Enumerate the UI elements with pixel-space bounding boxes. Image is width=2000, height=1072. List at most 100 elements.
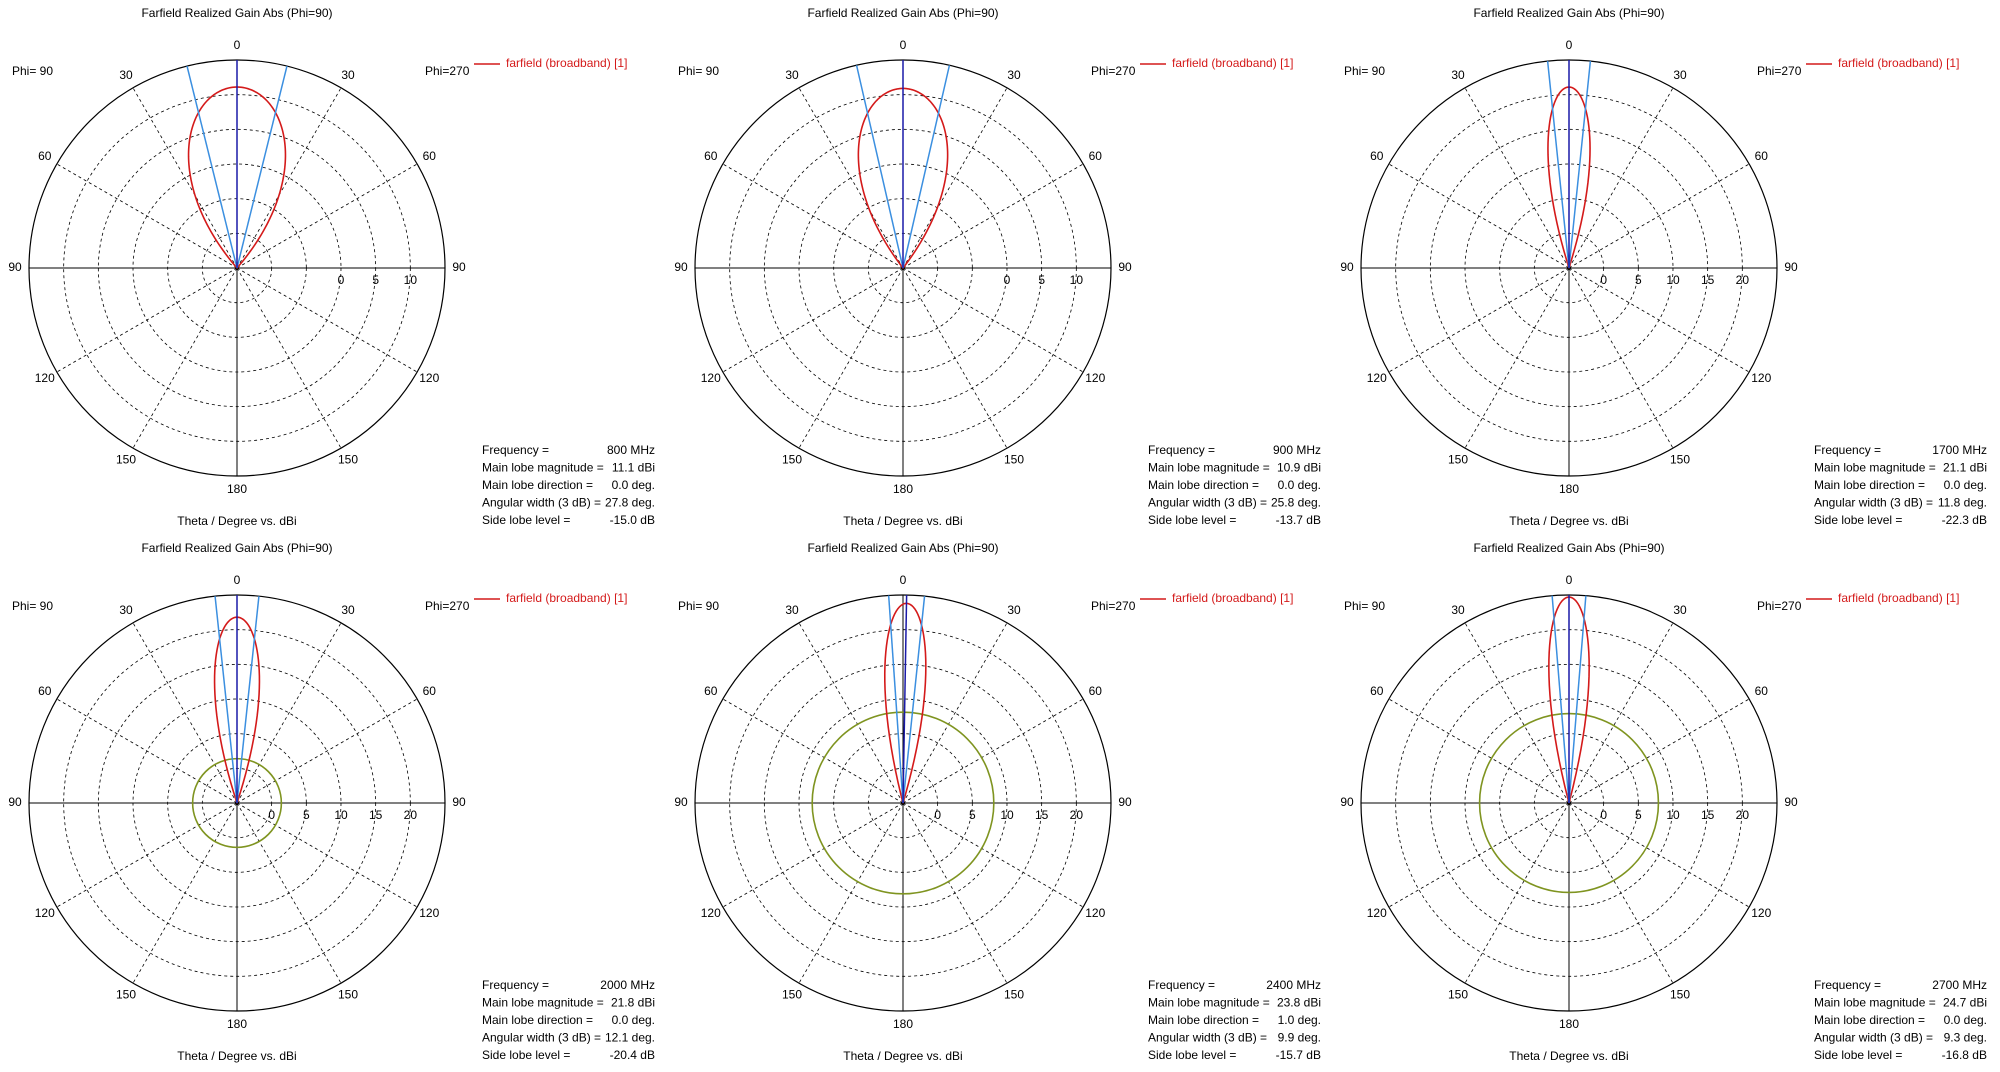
angle-tick-label: 120 <box>1751 906 1771 920</box>
grid-spoke <box>1568 267 1674 449</box>
side-lobe-level-circle <box>811 711 995 895</box>
beam-edge-left-line <box>1546 61 1570 269</box>
angle-tick-label: 180 <box>893 482 913 496</box>
chart-title: Farfield Realized Gain Abs (Phi=90) <box>807 541 998 555</box>
angle-tick-label: 90 <box>8 795 22 809</box>
angle-tick-label: 60 <box>1370 149 1384 163</box>
angle-tick-label: 90 <box>452 795 466 809</box>
info-value: -15.0 dB <box>610 513 655 527</box>
legend-label: farfield (broadband) [1] <box>506 56 627 70</box>
grid-spoke <box>902 622 1008 804</box>
polar-chart-2400mhz: Farfield Realized Gain Abs (Phi=90) 0 30 60… <box>674 541 1321 1063</box>
info-label: Main lobe direction = <box>482 1013 593 1027</box>
angle-tick-label: 60 <box>704 684 718 698</box>
beam-edge-left-line <box>1551 595 1570 804</box>
chart-title: Farfield Realized Gain Abs (Phi=90) <box>1473 541 1664 555</box>
radial-tick-label: 5 <box>372 273 379 287</box>
grid-spoke <box>132 87 238 269</box>
angle-tick-label: 150 <box>116 987 136 1001</box>
angle-tick-label: 30 <box>1451 68 1465 82</box>
angle-tick-label: 120 <box>701 906 721 920</box>
angle-tick-label: 30 <box>1007 603 1021 617</box>
axis-label: Theta / Degree vs. dBi <box>1509 1049 1628 1063</box>
grid-spoke <box>132 622 238 804</box>
grid-spoke <box>56 698 238 804</box>
grid-spoke <box>236 802 342 984</box>
legend-label: farfield (broadband) [1] <box>1172 56 1293 70</box>
grid-spoke <box>902 87 1008 269</box>
angle-tick-label: 60 <box>423 149 437 163</box>
phi-right-label: Phi=270 <box>1091 64 1136 78</box>
angle-tick-label: 150 <box>1670 987 1690 1001</box>
angle-tick-label: 90 <box>1784 795 1798 809</box>
grid-spoke <box>56 802 238 908</box>
info-value: 1.0 deg. <box>1278 1013 1321 1027</box>
grid-spoke <box>798 87 904 269</box>
info-label: Main lobe direction = <box>1814 1013 1925 1027</box>
radial-tick-label: 0 <box>1600 808 1607 822</box>
info-value: 0.0 deg. <box>1944 478 1987 492</box>
info-label: Main lobe direction = <box>1148 478 1259 492</box>
grid-spoke <box>236 163 418 269</box>
info-label: Angular width (3 dB) = <box>1814 1031 1933 1045</box>
grid-spoke <box>236 622 342 804</box>
info-label: Angular width (3 dB) = <box>1814 496 1933 510</box>
angle-tick-label: 60 <box>1370 684 1384 698</box>
info-label: Angular width (3 dB) = <box>482 496 601 510</box>
legend-label: farfield (broadband) [1] <box>1838 56 1959 70</box>
phi-left-label: Phi= 90 <box>12 599 53 613</box>
angle-tick-label: 150 <box>782 987 802 1001</box>
grid-spoke <box>1568 802 1674 984</box>
angle-tick-label: 30 <box>119 603 133 617</box>
angle-tick-label: 0 <box>234 38 241 52</box>
info-value: 11.1 dBi <box>612 461 655 475</box>
grid-spoke <box>56 267 238 373</box>
info-value: 11.8 deg. <box>1938 496 1987 510</box>
info-value: -15.7 dB <box>1276 1048 1321 1062</box>
grid-spoke <box>236 698 418 804</box>
grid-spoke <box>1568 163 1750 269</box>
grid-spoke <box>1568 802 1750 908</box>
info-value: 9.3 deg. <box>1944 1031 1987 1045</box>
info-label: Frequency = <box>1814 443 1881 457</box>
angle-tick-label: 90 <box>1784 260 1798 274</box>
info-value: 24.7 dBi <box>1943 996 1987 1010</box>
radial-tick-label: 0 <box>934 808 941 822</box>
info-value: 21.8 dBi <box>611 996 655 1010</box>
grid-spoke <box>722 802 904 908</box>
grid-spoke <box>722 163 904 269</box>
legend-label: farfield (broadband) [1] <box>506 591 627 605</box>
grid-spoke <box>902 802 1008 984</box>
main-lobe-direction-line <box>902 595 908 804</box>
angle-tick-label: 120 <box>1367 371 1387 385</box>
polar-chart-1700mhz: Farfield Realized Gain Abs (Phi=90) 0 30 60… <box>1340 6 1987 528</box>
info-label: Angular width (3 dB) = <box>1148 496 1267 510</box>
info-label: Side lobe level = <box>482 1048 570 1062</box>
info-value: 800 MHz <box>607 443 655 457</box>
radial-tick-label: 10 <box>1070 273 1084 287</box>
info-value: 0.0 deg. <box>612 1013 655 1027</box>
info-label: Main lobe direction = <box>1814 478 1925 492</box>
angle-tick-label: 30 <box>1007 68 1021 82</box>
info-value: -13.7 dB <box>1276 513 1321 527</box>
info-label: Side lobe level = <box>1814 513 1902 527</box>
info-label: Main lobe magnitude = <box>482 461 604 475</box>
grid-spoke <box>902 163 1084 269</box>
polar-chart-2000mhz: Farfield Realized Gain Abs (Phi=90) 0 30 60… <box>8 541 655 1063</box>
grid-spoke <box>798 802 904 984</box>
phi-right-label: Phi=270 <box>425 599 470 613</box>
beam-edge-right-line <box>902 65 951 269</box>
beam-edge-right-line <box>236 596 260 804</box>
angle-tick-label: 30 <box>1673 603 1687 617</box>
info-value: 9.9 deg. <box>1278 1031 1321 1045</box>
info-label: Frequency = <box>1148 978 1215 992</box>
chart-title: Farfield Realized Gain Abs (Phi=90) <box>1473 6 1664 20</box>
info-label: Main lobe magnitude = <box>482 996 604 1010</box>
angle-tick-label: 180 <box>1559 1017 1579 1031</box>
radial-tick-label: 10 <box>404 273 418 287</box>
beam-edge-right-line <box>1568 595 1587 804</box>
grid-spoke <box>236 267 342 449</box>
info-label: Main lobe magnitude = <box>1148 461 1270 475</box>
info-label: Frequency = <box>482 978 549 992</box>
info-value: 25.8 deg. <box>1271 496 1321 510</box>
